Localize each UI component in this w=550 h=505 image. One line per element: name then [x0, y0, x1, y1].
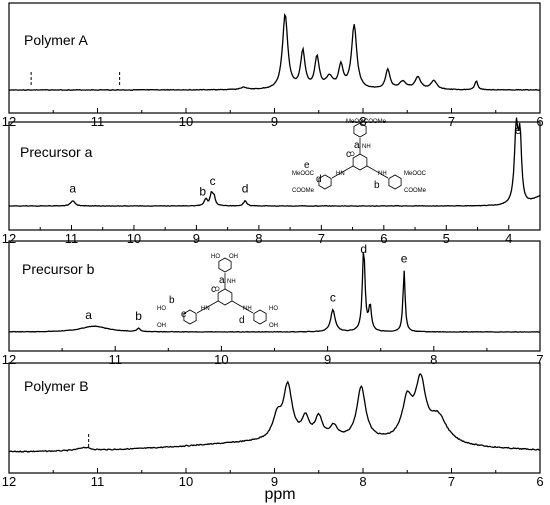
x-tick-label: 8	[359, 474, 366, 489]
x-tick-label: 6	[536, 474, 543, 489]
x-tick-label: 5	[443, 231, 450, 246]
group-label: MeOOC	[404, 171, 427, 177]
benzene-ring	[218, 257, 232, 273]
x-tick-label: 10	[179, 474, 193, 489]
amide-label: HN	[336, 171, 345, 177]
bond	[196, 300, 219, 314]
panel-title: Polymer B	[24, 378, 89, 394]
group-label: HO	[269, 306, 278, 312]
amide-label: NH	[378, 171, 387, 177]
peak-label: e	[401, 251, 408, 265]
benzene-ring	[388, 174, 402, 190]
bond	[331, 165, 354, 179]
plot-frame	[8, 2, 541, 114]
x-tick-label: 9	[271, 474, 278, 489]
group-label: HO	[157, 306, 166, 312]
x-tick-label: 11	[108, 352, 122, 367]
amide-label: HN	[201, 306, 210, 312]
proton-letter: a	[219, 275, 225, 286]
spectrum-line	[8, 373, 541, 453]
group-label: MeOOC	[346, 119, 369, 125]
peak-label: a	[85, 308, 92, 322]
proton-letter: c	[346, 149, 351, 160]
x-tick-label: 7	[448, 474, 455, 489]
x-tick-label: 7	[318, 231, 325, 246]
chemical-structure: HO OH HO OH HO OH NH HN NH Oac be d	[157, 254, 278, 329]
x-tick-label: 9	[324, 352, 331, 367]
panel-title: Precursor a	[20, 144, 93, 160]
proton-letter: d	[239, 315, 245, 326]
x-tick-label: 7	[536, 352, 543, 367]
plot-frame	[8, 240, 541, 352]
x-axis-title: ppm	[264, 486, 295, 503]
x-tick-label: 9	[193, 231, 200, 246]
spectrum-panel: 12 11 10 9 8 7 6 Polymer B	[2, 362, 544, 489]
group-label: HO	[211, 254, 220, 260]
peak-label: a	[69, 182, 76, 196]
x-tick-label: 10	[214, 352, 228, 367]
amide-label: NH	[362, 144, 371, 150]
group-label: OH	[157, 323, 166, 329]
spectrum-line	[8, 13, 541, 91]
spectrum-line	[8, 117, 541, 207]
group-label: OH	[269, 323, 278, 329]
benzene-ring	[253, 309, 267, 325]
carbonyl-label: O	[350, 152, 355, 158]
spectrum-line	[8, 252, 541, 333]
benzene-ring	[352, 153, 368, 171]
x-tick-label: 8	[430, 352, 437, 367]
plot-frame	[8, 121, 541, 231]
benzene-ring	[217, 288, 233, 306]
peak-label: b	[199, 185, 206, 199]
proton-letter: d	[316, 174, 322, 185]
amide-label: NH	[243, 306, 252, 312]
panel-title: Precursor b	[22, 261, 95, 277]
carbonyl-label: O	[215, 287, 220, 293]
peak-label: c	[330, 291, 336, 305]
peak-label: c	[210, 174, 216, 188]
group-label: COOMe	[292, 188, 315, 194]
proton-letter: c	[211, 284, 216, 295]
peak-label: b	[135, 309, 142, 323]
panel-title: Polymer A	[24, 32, 88, 48]
benzene-ring	[318, 174, 332, 190]
proton-letter: b	[169, 295, 175, 306]
peak-label: e	[515, 123, 522, 137]
group-label: COOMe	[364, 119, 387, 125]
peak-label: d	[360, 242, 367, 256]
proton-letter: e	[181, 309, 187, 320]
x-tick-label: 10	[127, 231, 141, 246]
bond	[231, 300, 254, 314]
peak-label: d	[242, 182, 249, 196]
x-tick-label: 4	[505, 231, 512, 246]
x-tick-label: 12	[2, 474, 16, 489]
x-tick-label: 8	[255, 231, 262, 246]
group-label: MeOOC	[292, 171, 315, 177]
x-tick-label: 12	[2, 231, 16, 246]
group-label: OH	[229, 254, 238, 260]
x-tick-label: 11	[91, 474, 105, 489]
x-tick-label: 6	[380, 231, 387, 246]
proton-letter: a	[354, 140, 360, 151]
bond	[366, 165, 389, 179]
benzene-ring	[183, 309, 197, 325]
amide-label: NH	[227, 279, 236, 285]
benzene-ring	[353, 122, 367, 138]
proton-letter: e	[304, 160, 310, 171]
proton-letter: b	[374, 180, 380, 191]
x-tick-label: 11	[65, 231, 79, 246]
group-label: COOMe	[404, 188, 427, 194]
